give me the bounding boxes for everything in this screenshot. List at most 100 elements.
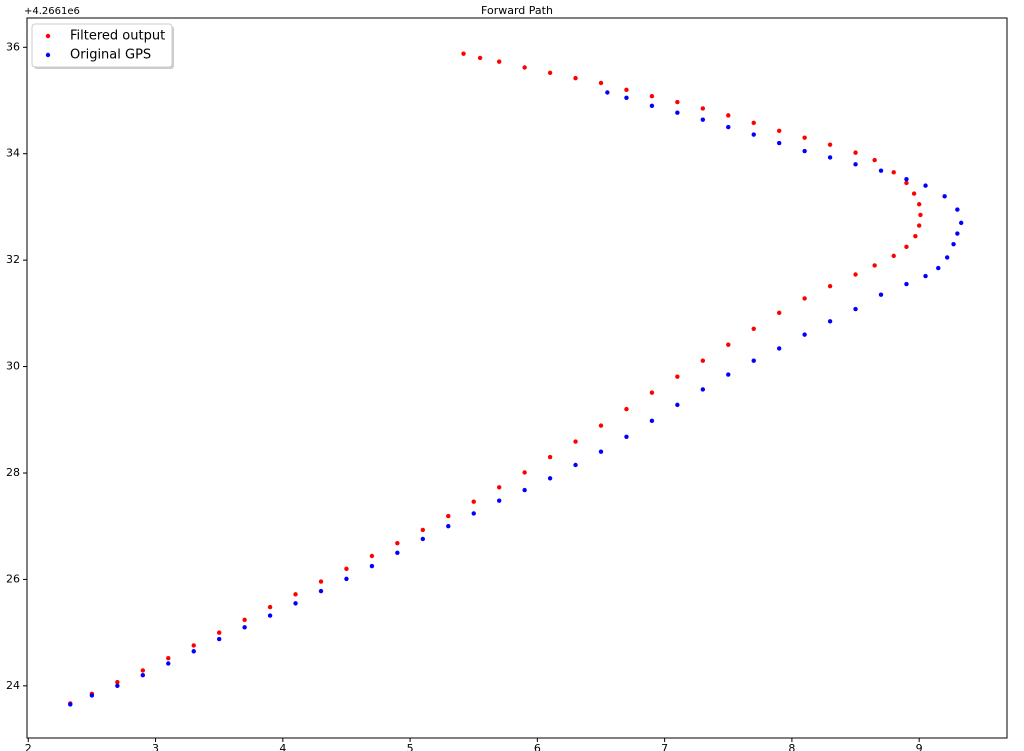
point xyxy=(369,553,375,559)
point xyxy=(951,241,956,247)
point xyxy=(522,470,527,475)
point xyxy=(853,272,858,277)
point xyxy=(802,332,807,337)
point xyxy=(115,683,120,689)
point xyxy=(547,476,553,481)
y-offset-label: +4.2661e6 xyxy=(24,6,80,17)
point xyxy=(776,310,782,316)
point xyxy=(726,124,731,130)
point xyxy=(115,679,120,685)
point xyxy=(267,613,273,618)
point xyxy=(802,296,807,301)
point xyxy=(878,292,884,297)
point xyxy=(700,117,706,122)
point xyxy=(293,592,298,597)
point xyxy=(293,601,298,606)
point xyxy=(471,499,476,504)
plot-area xyxy=(68,51,964,707)
y-tick-label: 34 xyxy=(6,147,20,160)
x-tick-label: 7 xyxy=(661,742,668,751)
point xyxy=(958,220,964,226)
point xyxy=(522,487,527,493)
point xyxy=(649,94,655,99)
point xyxy=(267,604,273,610)
point xyxy=(923,273,928,279)
point xyxy=(726,342,731,347)
point xyxy=(891,170,896,175)
point xyxy=(166,655,171,661)
point xyxy=(471,511,476,516)
point xyxy=(675,374,680,379)
point xyxy=(955,231,960,236)
point xyxy=(923,183,928,188)
point xyxy=(598,423,604,428)
point xyxy=(496,485,502,490)
point xyxy=(598,449,604,454)
chart-title: Forward Path xyxy=(481,4,553,17)
point xyxy=(68,702,73,707)
point xyxy=(624,95,629,101)
point xyxy=(891,253,896,259)
point xyxy=(461,51,466,56)
legend-marker xyxy=(45,52,51,58)
point xyxy=(344,576,349,582)
point xyxy=(913,233,918,239)
point xyxy=(751,132,756,137)
point xyxy=(700,358,706,363)
point xyxy=(827,284,833,289)
y-tick-label: 30 xyxy=(6,360,20,373)
point xyxy=(878,168,884,173)
point xyxy=(942,194,947,199)
point xyxy=(802,135,807,140)
point xyxy=(827,319,833,324)
point xyxy=(191,643,196,648)
point xyxy=(827,155,833,160)
y-tick-label: 24 xyxy=(6,679,20,692)
point xyxy=(726,113,731,118)
point xyxy=(675,402,680,408)
point xyxy=(624,87,629,93)
point xyxy=(827,142,833,147)
point xyxy=(904,180,909,186)
point xyxy=(420,536,426,542)
point xyxy=(446,524,451,529)
point xyxy=(904,177,909,182)
point xyxy=(242,617,247,623)
x-tick-label: 3 xyxy=(152,742,159,751)
point xyxy=(776,346,782,351)
x-tick-label: 9 xyxy=(916,742,923,751)
point xyxy=(904,281,909,287)
point xyxy=(318,579,324,584)
point xyxy=(776,140,782,146)
point xyxy=(605,90,610,95)
point xyxy=(936,265,941,271)
point xyxy=(649,103,655,109)
point xyxy=(944,255,950,260)
point xyxy=(649,390,655,395)
point xyxy=(395,541,400,546)
point xyxy=(918,212,923,218)
point xyxy=(700,387,706,392)
point xyxy=(751,358,756,363)
x-tick-label: 4 xyxy=(279,742,286,751)
point xyxy=(916,223,922,228)
point xyxy=(89,693,95,698)
y-tick-label: 28 xyxy=(6,466,20,479)
legend-box xyxy=(31,23,173,68)
legend: Filtered output Original GPS xyxy=(31,23,174,69)
point xyxy=(496,498,502,503)
point xyxy=(140,668,146,673)
point xyxy=(776,128,782,134)
point xyxy=(802,148,807,154)
point xyxy=(140,673,146,678)
point xyxy=(700,106,706,111)
point xyxy=(318,588,324,594)
point xyxy=(872,263,877,268)
point xyxy=(547,454,553,460)
x-tick-label: 8 xyxy=(788,742,795,751)
point xyxy=(369,563,375,569)
point xyxy=(547,70,553,76)
legend-marker xyxy=(45,33,51,39)
y-tick-label: 36 xyxy=(6,40,20,53)
